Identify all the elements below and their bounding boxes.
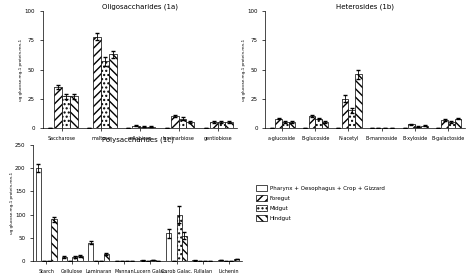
Bar — [70, 96, 78, 128]
Bar — [72, 257, 77, 261]
Title: Heterosides (1b): Heterosides (1b) — [336, 3, 394, 10]
Bar — [51, 219, 57, 261]
Bar — [309, 116, 315, 128]
Bar — [408, 124, 415, 128]
Title: Oligosaccharides (1a): Oligosaccharides (1a) — [102, 3, 178, 10]
Bar — [88, 243, 93, 261]
Bar — [455, 118, 461, 128]
Legend: Pharynx + Oesophagus + Crop + Gizzard, Foregut, Midgut, Hindgut: Pharynx + Oesophagus + Crop + Gizzard, F… — [254, 183, 386, 223]
Bar — [166, 233, 172, 261]
Bar — [192, 260, 197, 261]
Bar — [140, 127, 147, 128]
Bar — [179, 118, 186, 128]
Bar — [322, 122, 328, 128]
Bar — [342, 99, 348, 128]
Bar — [289, 122, 295, 128]
Bar — [218, 260, 224, 261]
Bar — [315, 118, 322, 128]
Bar — [78, 256, 83, 261]
Bar — [151, 260, 155, 261]
Bar — [176, 215, 182, 261]
Bar — [103, 254, 109, 261]
Title: Polysaccharides (1c): Polysaccharides (1c) — [101, 137, 173, 143]
Bar — [282, 122, 289, 128]
Bar — [109, 54, 117, 128]
Bar — [101, 61, 109, 128]
Bar — [140, 260, 145, 261]
Bar — [441, 120, 448, 128]
Bar — [62, 96, 70, 128]
Bar — [55, 87, 62, 128]
Bar — [182, 236, 187, 261]
Y-axis label: ug glucose.mg-1 protein.mn-1: ug glucose.mg-1 protein.mn-1 — [19, 38, 23, 101]
Bar — [186, 122, 194, 128]
Bar — [348, 110, 355, 128]
Bar — [448, 122, 455, 128]
Bar — [234, 259, 239, 261]
Bar — [210, 122, 218, 128]
Bar — [93, 37, 101, 128]
Bar — [62, 257, 67, 261]
Bar — [132, 126, 140, 128]
Bar — [218, 122, 225, 128]
Bar — [147, 127, 155, 128]
Bar — [36, 168, 41, 261]
Bar — [415, 127, 421, 128]
Y-axis label: ug glucose.mg-1 protein.mn-1: ug glucose.mg-1 protein.mn-1 — [242, 38, 246, 101]
Bar — [171, 116, 179, 128]
Bar — [355, 74, 362, 128]
Bar — [225, 122, 233, 128]
Bar — [275, 118, 282, 128]
Y-axis label: ug glucose.mg-1 protein.mn-1: ug glucose.mg-1 protein.mn-1 — [9, 172, 14, 234]
Bar — [421, 126, 428, 128]
